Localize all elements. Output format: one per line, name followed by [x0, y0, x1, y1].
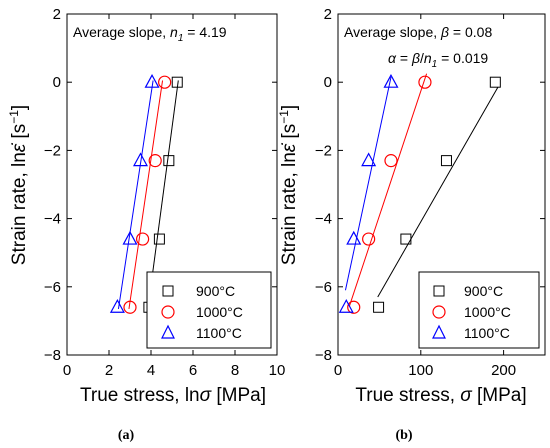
panel-b-plot-frame: [337, 13, 546, 356]
panel-b-fit-line-0: [377, 87, 499, 298]
legend-triangle-marker: [432, 324, 446, 339]
panel-a-y-axis-title: Strain rate, lnε̇ [s−1]: [7, 105, 30, 265]
panel-b-annotation: Average slope, β = 0.08: [344, 24, 492, 40]
panel-a-point-circle: [158, 75, 172, 89]
panel-b-point-triangle: [383, 73, 399, 88]
panel-b-x-tick-label: 0: [334, 362, 342, 379]
legend-label-900: 900°C: [464, 283, 503, 299]
legend-label-1100: 1100°C: [196, 325, 242, 341]
legend-triangle-marker: [161, 324, 175, 339]
legend-label-900: 900°C: [196, 283, 235, 299]
legend-square-marker: [433, 285, 445, 297]
panel-a-legend-box: [146, 271, 272, 349]
panel-a: 0 2 4 6 8 10 −8 −6 −4 −2 0 2 Average slope, n1 = 4.…: [7, 6, 285, 443]
panel-b-point-triangle: [346, 230, 362, 245]
panel-a-point-triangle: [109, 299, 125, 313]
panel-b-label: (b): [395, 428, 412, 443]
panel-a-point-triangle: [132, 152, 149, 167]
panel-b-y-axis-title: Strain rate, lnε̇ [s−1]: [277, 105, 300, 265]
legend-circle-marker: [161, 305, 175, 319]
panel-b-point-triangle: [361, 152, 377, 167]
panel-b-point-square: [489, 76, 501, 88]
panel-b-point-square: [400, 233, 412, 245]
panel-a-point-square: [153, 233, 165, 245]
legend-square-marker: [162, 285, 174, 297]
panel-b-x-tick-label: 100: [408, 362, 433, 379]
panel-a-point-triangle: [144, 73, 160, 88]
panel-a-label: (a): [118, 428, 135, 443]
legend-label-1000: 1000°C: [196, 304, 243, 320]
panel-a-y-tick-label: 0: [53, 74, 61, 91]
panel-a-point-square: [163, 155, 175, 167]
legend-circle-marker: [432, 305, 446, 319]
panel-a-y-tick-label: −4: [44, 211, 61, 228]
panel-a-x-tick-label: 8: [231, 362, 239, 379]
panel-a-fit-line-0: [147, 80, 179, 310]
panel-a-y-tick-label: −8: [44, 347, 61, 364]
panel-b-ticks: 0 100 200 −8 −6 −4 −2 0 2: [315, 6, 545, 379]
panel-a-plot-frame: [66, 13, 278, 356]
panel-b-point-circle: [384, 154, 398, 168]
panel-b-point-circle: [418, 75, 432, 89]
panel-a-ticks: 0 2 4 6 8 10 −8 −6 −4 −2 0 2: [44, 6, 285, 379]
panel-a-x-tick-label: 10: [269, 362, 286, 379]
panel-b-point-square: [373, 301, 385, 313]
panel-b-y-tick-label: −4: [315, 211, 332, 228]
panel-b-y-tick-label: −8: [315, 347, 332, 364]
panel-a-point-circle: [148, 154, 162, 168]
panel-b-point-triangle: [338, 299, 354, 313]
panel-b-y-tick-label: −2: [315, 142, 332, 159]
panel-b-y-tick-label: −6: [315, 279, 332, 296]
panel-b-y-tick-label: 0: [324, 74, 332, 91]
legend-label-1100: 1100°C: [464, 325, 510, 341]
panel-b-x-tick-label: 200: [491, 362, 516, 379]
panel-a-legend: 900°C 1000°C 1100°C: [146, 271, 272, 349]
panel-a-fit-line-1: [128, 80, 164, 310]
panel-a-point-circle: [136, 232, 150, 246]
panel-a-x-tick-label: 6: [189, 362, 197, 379]
panel-a-x-tick-label: 0: [63, 362, 71, 379]
panel-a-annotation: Average slope, n1 = 4.19: [73, 24, 227, 44]
panel-b: 0 100 200 −8 −6 −4 −2 0 2 Average slope, β = 0.0…: [277, 6, 546, 443]
panel-a-point-square: [171, 76, 183, 88]
panel-a-point-circle: [123, 300, 137, 314]
panel-a-marks: [109, 73, 183, 314]
panel-a-fit-line-2: [117, 80, 154, 310]
panel-a-point-triangle: [122, 230, 138, 245]
panel-a-y-tick-label: −2: [44, 142, 61, 159]
panel-b-fit-line-2: [344, 76, 392, 291]
panel-b-legend-box: [418, 271, 540, 349]
panel-a-y-tick-label: −6: [44, 279, 61, 296]
panel-b-marks: [338, 73, 501, 314]
panel-a-y-tick-label: 2: [53, 6, 61, 23]
panel-b-legend: 900°C 1000°C 1100°C: [418, 271, 540, 349]
legend-label-1000: 1000°C: [464, 304, 511, 320]
panel-b-point-circle: [362, 232, 376, 246]
panel-b-point-square: [440, 155, 452, 167]
panel-a-x-tick-label: 2: [105, 362, 113, 379]
panel-b-y-tick-label: 2: [324, 6, 332, 23]
panel-b-point-circle: [347, 300, 361, 314]
panel-a-x-axis-title: True stress, lnσ [MPa]: [80, 385, 266, 406]
panel-b-x-axis-title: True stress, σ [MPa]: [355, 385, 526, 406]
panel-b-annotation-2: α = β/n1 = 0.019: [388, 50, 488, 70]
panel-b-fit-line-1: [349, 73, 428, 306]
panel-a-x-tick-label: 4: [147, 362, 155, 379]
